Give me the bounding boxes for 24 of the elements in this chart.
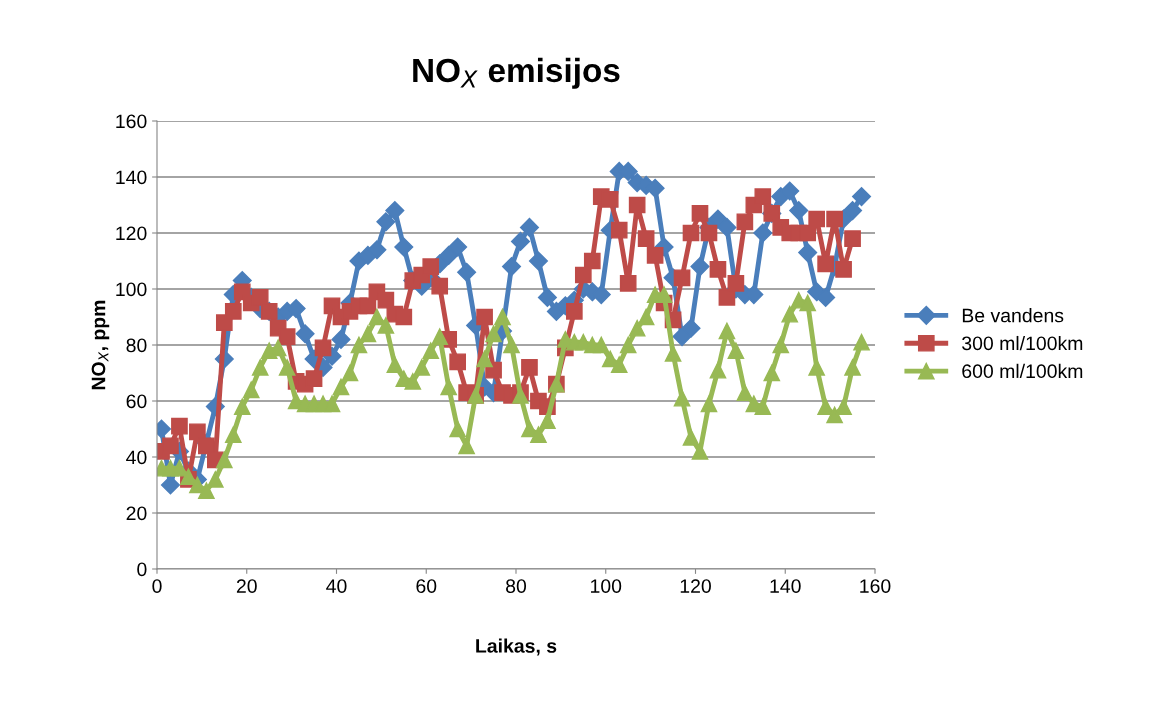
y-tick-label: 20 [126,506,147,521]
y-tick-label: 40 [126,450,147,465]
legend-label: 300 ml/100km [962,335,1083,351]
y-tick-label: 100 [116,282,147,297]
x-tick-label: 0 [152,579,162,593]
y-tick-label: 60 [126,394,147,409]
x-tick-label: 40 [326,579,347,593]
y-tick-label: 80 [126,338,147,353]
y-tick-label: 160 [116,114,147,129]
x-tick-label: 120 [680,579,711,593]
x-tick-label: 60 [416,579,437,593]
y-tick-label: 120 [116,226,147,241]
y-axis-title: NO$_{X}$, ppm [91,300,110,390]
legend-label: 600 ml/100km [962,363,1083,379]
x-axis-title: Laikas, s [476,638,557,656]
x-tick-label: 80 [506,579,527,593]
x-tick-label: 20 [236,579,257,593]
x-tick-label: 160 [860,579,891,593]
y-tick-label: 140 [116,170,147,185]
chart-title: NO$_{X}$ emisijos [413,57,620,89]
x-tick-label: 100 [591,579,622,593]
legend-label: Be vandens [962,308,1064,323]
y-tick-label: 0 [137,562,147,577]
x-tick-label: 140 [770,579,801,593]
